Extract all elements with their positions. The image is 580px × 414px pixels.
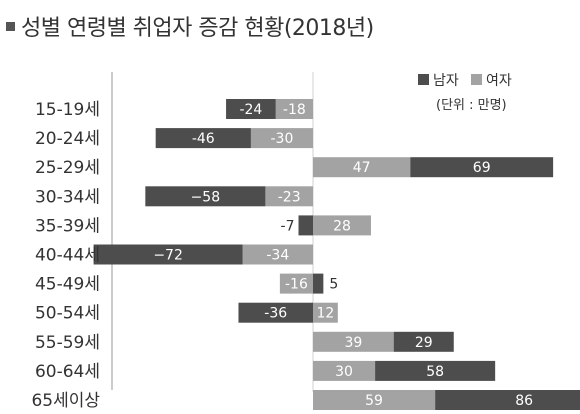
bar-female bbox=[313, 360, 376, 381]
bar-female bbox=[275, 99, 313, 119]
category-label: 45-49세 bbox=[35, 275, 100, 295]
bar-female bbox=[313, 302, 338, 323]
data-label: -23 bbox=[278, 189, 301, 205]
data-label: 5 bbox=[329, 277, 338, 293]
chart-title: 성별 연령별 취업자 증감 현황(2018년) bbox=[6, 10, 374, 42]
bar-female bbox=[242, 244, 313, 265]
data-label: 59 bbox=[365, 393, 383, 409]
data-label: 39 bbox=[344, 335, 362, 351]
category-label: 30-34세 bbox=[35, 187, 100, 207]
bar-female bbox=[313, 215, 371, 236]
data-label: -7 bbox=[281, 218, 295, 234]
bar-male bbox=[375, 360, 496, 381]
bar-female bbox=[313, 331, 394, 352]
data-label: -30 bbox=[271, 131, 294, 147]
category-label: 65세이상 bbox=[31, 391, 100, 411]
data-label: −58 bbox=[191, 189, 221, 205]
bar-male bbox=[238, 302, 313, 323]
bar-male bbox=[435, 390, 580, 410]
legend-swatch-female bbox=[471, 74, 482, 85]
category-label: 55-59세 bbox=[35, 333, 100, 353]
data-label: -16 bbox=[285, 277, 308, 293]
category-label: 40-44세 bbox=[35, 246, 100, 266]
chart-title-text: 성별 연령별 취업자 증감 현황(2018년) bbox=[21, 16, 374, 41]
legend-label-male: 남자 bbox=[433, 73, 459, 89]
data-label: −72 bbox=[153, 248, 183, 264]
data-label: 29 bbox=[415, 335, 433, 351]
bar-male bbox=[155, 128, 251, 149]
data-label: -34 bbox=[266, 248, 289, 264]
category-label: 20-24세 bbox=[35, 129, 100, 149]
data-label: -46 bbox=[192, 131, 215, 147]
bar-female bbox=[313, 390, 436, 410]
data-label: 30 bbox=[335, 364, 353, 380]
data-label: 28 bbox=[333, 218, 351, 234]
bar-male bbox=[93, 244, 243, 265]
data-label: 86 bbox=[515, 393, 533, 409]
category-label: 15-19세 bbox=[35, 100, 100, 120]
bar-male bbox=[393, 331, 454, 352]
data-label: 47 bbox=[353, 160, 371, 176]
title-bullet-icon bbox=[6, 21, 15, 31]
data-label: -18 bbox=[283, 102, 306, 118]
bar-female bbox=[250, 128, 313, 149]
legend-swatch-male bbox=[418, 74, 429, 85]
category-label: 25-29세 bbox=[35, 158, 100, 178]
bar-female bbox=[265, 186, 313, 207]
legend-label-female: 여자 bbox=[486, 73, 512, 89]
unit-label: (단위 : 만명) bbox=[436, 98, 507, 113]
category-label: 60-64세 bbox=[35, 362, 100, 382]
data-label: 69 bbox=[473, 160, 491, 176]
data-label: 12 bbox=[317, 306, 335, 322]
data-label: -24 bbox=[239, 102, 262, 118]
bar-male bbox=[145, 186, 266, 207]
bar-female bbox=[313, 157, 411, 178]
data-label: 58 bbox=[426, 364, 444, 380]
category-label: 50-54세 bbox=[35, 304, 100, 324]
category-label: 35-39세 bbox=[35, 216, 100, 236]
bar-male bbox=[226, 99, 276, 119]
bar-male bbox=[298, 215, 313, 236]
data-label: -36 bbox=[264, 306, 287, 322]
bar-female bbox=[279, 273, 313, 294]
bar-male bbox=[410, 157, 554, 178]
bar-male bbox=[313, 273, 324, 294]
